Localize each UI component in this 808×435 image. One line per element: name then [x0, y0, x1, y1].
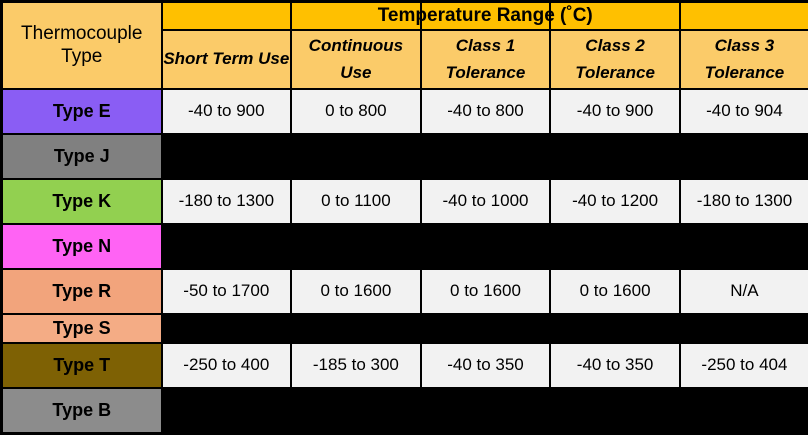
header-group-row: Thermocouple Type Temperature Range (˚C) [0, 0, 808, 90]
row-label-type-r: Type R [0, 267, 163, 315]
table-row-type-e: Type E -40 to 900 0 to 800 -40 to 800 -4… [0, 87, 808, 135]
cell-value: -50 to 1700 [160, 267, 293, 315]
row-label-type-t: Type T [0, 341, 163, 389]
cell-value: -250 to 400 [160, 341, 293, 389]
cell-value: -40 to 900 [549, 87, 681, 135]
blacked-out-values-cell [160, 132, 808, 180]
cell-value: -40 to 350 [549, 341, 681, 389]
table-row-type-n: Type N [0, 222, 808, 270]
row-label-type-e: Type E [0, 87, 163, 135]
row-label-type-n: Type N [0, 222, 163, 270]
cell-value: 0 to 1100 [290, 177, 422, 225]
cell-value: -40 to 1000 [419, 177, 552, 225]
cell-value: -40 to 800 [419, 87, 552, 135]
table-row-type-r: Type R -50 to 1700 0 to 1600 0 to 1600 0… [0, 267, 808, 315]
col-header-class2-tolerance: Class 2 Tolerance [549, 29, 681, 90]
cell-value: 0 to 1600 [419, 267, 552, 315]
col-header-class1-tolerance: Class 1 Tolerance [419, 29, 552, 90]
table-row-type-j: Type J [0, 132, 808, 180]
col-header-short-term-use: Short Term Use [160, 29, 293, 90]
blacked-out-values-cell [160, 312, 808, 344]
corner-header-cell: Thermocouple Type [0, 0, 163, 90]
cell-value: -40 to 350 [419, 341, 552, 389]
row-label-type-k: Type K [0, 177, 163, 225]
cell-value: -40 to 1200 [549, 177, 681, 225]
cell-value: N/A [678, 267, 808, 315]
cell-value: -40 to 900 [160, 87, 293, 135]
row-label-type-b: Type B [0, 386, 163, 435]
cell-value: -180 to 1300 [160, 177, 293, 225]
cell-value: -180 to 1300 [678, 177, 808, 225]
cell-value: -185 to 300 [290, 341, 422, 389]
col-header-class3-tolerance: Class 3 Tolerance [678, 29, 808, 90]
cell-value: 0 to 1600 [290, 267, 422, 315]
temperature-range-header: Temperature Range (˚C) [160, 0, 808, 32]
table-row-type-t: Type T -250 to 400 -185 to 300 -40 to 35… [0, 341, 808, 389]
blacked-out-values-cell [160, 386, 808, 435]
table-row-type-s: Type S [0, 312, 808, 344]
column-header-row: Short Term Use Continuous Use Class 1 To… [2, 29, 808, 90]
row-label-type-j: Type J [0, 132, 163, 180]
col-header-continuous-use: Continuous Use [290, 29, 422, 90]
cell-value: -40 to 904 [678, 87, 808, 135]
cell-value: 0 to 800 [290, 87, 422, 135]
row-label-type-s: Type S [0, 312, 163, 344]
cell-value: 0 to 1600 [549, 267, 681, 315]
table-row-type-b: Type B [0, 386, 808, 435]
cell-value: -250 to 404 [678, 341, 808, 389]
table-row-type-k: Type K -180 to 1300 0 to 1100 -40 to 100… [0, 177, 808, 225]
blacked-out-values-cell [160, 222, 808, 270]
